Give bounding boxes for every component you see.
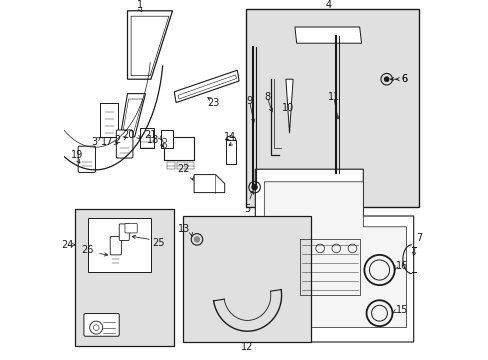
Text: 17: 17 [101,137,114,147]
Text: 20: 20 [122,130,135,140]
Text: 26: 26 [81,245,94,255]
Polygon shape [264,182,406,328]
Text: 14: 14 [224,132,236,142]
Polygon shape [194,175,224,193]
Polygon shape [122,99,142,132]
FancyBboxPatch shape [140,128,154,148]
Text: 5: 5 [244,204,250,214]
Text: 6: 6 [400,74,407,84]
Text: 9: 9 [246,96,252,106]
Text: 4: 4 [325,0,331,10]
Text: 12: 12 [241,342,253,352]
Polygon shape [127,11,172,79]
Text: 18: 18 [146,135,159,145]
FancyBboxPatch shape [84,314,119,336]
Text: 10: 10 [281,103,293,113]
Circle shape [194,237,199,242]
Text: 1: 1 [137,0,143,10]
FancyBboxPatch shape [119,224,129,240]
Bar [183,216,310,342]
Text: 8: 8 [264,92,270,102]
FancyBboxPatch shape [116,130,133,158]
Polygon shape [131,16,168,76]
Text: 25: 25 [152,238,165,248]
Circle shape [251,185,257,190]
Polygon shape [178,75,236,99]
Polygon shape [285,79,292,133]
Text: 21: 21 [144,130,156,140]
Text: 22: 22 [177,164,189,174]
FancyBboxPatch shape [78,146,95,172]
Text: 3: 3 [91,137,97,147]
Text: 7: 7 [416,233,422,243]
Text: 6: 6 [400,74,407,84]
Bar [246,9,418,207]
Polygon shape [174,70,239,103]
FancyBboxPatch shape [125,224,137,233]
FancyBboxPatch shape [101,103,118,137]
Circle shape [384,77,388,81]
Text: 24: 24 [61,240,73,250]
Polygon shape [255,169,413,342]
Text: 2: 2 [114,135,120,145]
Bar [75,209,174,346]
Text: 13: 13 [178,224,190,234]
Polygon shape [294,27,361,43]
Text: 15: 15 [395,305,407,315]
Polygon shape [120,94,145,137]
FancyBboxPatch shape [225,140,235,164]
FancyBboxPatch shape [163,137,194,160]
Text: 11: 11 [327,92,339,102]
FancyBboxPatch shape [110,237,121,255]
FancyBboxPatch shape [161,130,172,148]
Bar [88,218,151,272]
Text: 16: 16 [395,261,407,271]
Text: 23: 23 [207,98,220,108]
Text: 19: 19 [71,150,83,160]
